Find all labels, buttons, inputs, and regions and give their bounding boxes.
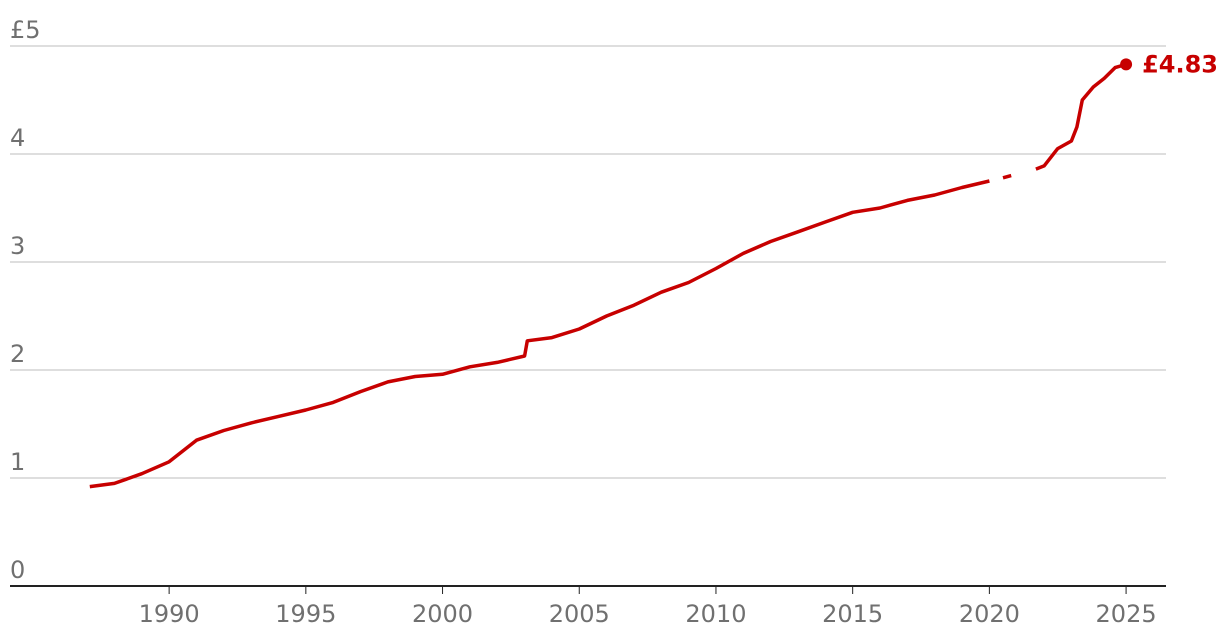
- x-tick-label: 2010: [685, 600, 746, 628]
- x-tick-label: 2020: [959, 600, 1020, 628]
- y-tick-label: 0: [10, 556, 25, 584]
- y-tick-label: 1: [10, 448, 25, 476]
- y-tick-label: 2: [10, 340, 25, 368]
- x-tick-label: 2000: [412, 600, 473, 628]
- value-label: £4.83: [1142, 50, 1218, 78]
- y-tick-label: 3: [10, 232, 25, 260]
- end-dot: [1120, 58, 1133, 71]
- line: [89, 62, 1127, 489]
- x-tick-label: 1990: [139, 600, 200, 628]
- x-tick-label: 2025: [1096, 600, 1157, 628]
- y-tick-label: £5: [10, 16, 41, 44]
- x-tick-label: 2015: [822, 600, 883, 628]
- x-tick-label: 1995: [275, 600, 336, 628]
- y-tick-label: 4: [10, 124, 25, 152]
- x-tick-label: 2005: [549, 600, 610, 628]
